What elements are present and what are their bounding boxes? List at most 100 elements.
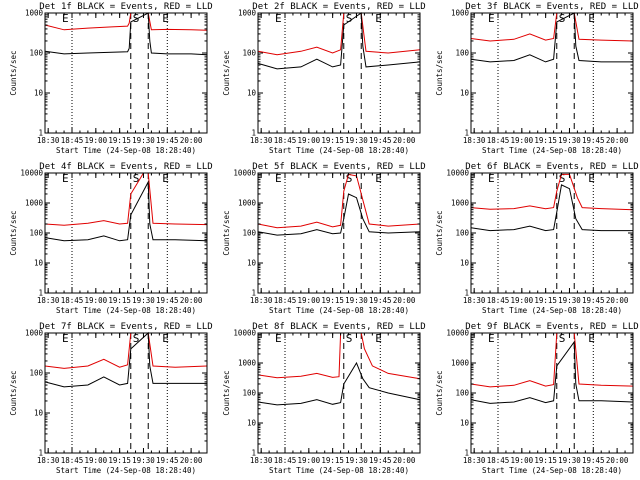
y-axis-label: Counts/sec: [435, 370, 444, 415]
y-tick-label: 100: [29, 49, 43, 58]
y-axis-label: Counts/sec: [222, 50, 231, 95]
y-tick-label: 1: [38, 449, 43, 458]
events-series-line: [44, 331, 207, 388]
marker-label-e: E: [375, 172, 382, 185]
x-tick-label: 18:45: [274, 136, 297, 145]
y-tick-label: 100: [455, 229, 469, 238]
y-tick-label: 10: [460, 89, 470, 98]
x-tick-label: 20:00: [180, 456, 203, 465]
x-tick-label: 19:30: [558, 136, 581, 145]
marker-label-s: S: [133, 12, 140, 25]
x-axis-label: Start Time (24-Sep-08 18:28:40): [269, 466, 409, 475]
marker-label-e: E: [275, 332, 282, 345]
x-tick-label: 19:00: [511, 456, 534, 465]
plot-frame: [257, 332, 421, 454]
panel-title: Det 7f BLACK = Events, RED = LLD: [39, 322, 212, 332]
x-tick-label: 18:30: [37, 296, 60, 305]
plot-frame: [470, 12, 634, 134]
marker-label-s: S: [133, 332, 140, 345]
x-axis-label: Start Time (24-Sep-08 18:28:40): [56, 306, 196, 315]
y-tick-label: 10: [247, 259, 257, 268]
x-tick-label: 20:00: [180, 136, 203, 145]
plot-frame: [44, 12, 208, 134]
plot-frame: [257, 12, 421, 134]
x-tick-label: 19:00: [298, 296, 321, 305]
marker-label-e: E: [588, 172, 595, 185]
x-tick-label: 19:15: [108, 296, 131, 305]
x-axis-label: Start Time (24-Sep-08 18:28:40): [269, 146, 409, 155]
y-tick-label: 100: [242, 49, 256, 58]
marker-label-s: S: [346, 12, 353, 25]
marker-label-s: S: [559, 12, 566, 25]
x-tick-label: 19:45: [369, 456, 392, 465]
x-tick-label: 19:15: [321, 456, 344, 465]
x-tick-label: 18:45: [487, 136, 510, 145]
x-tick-label: 19:45: [582, 296, 605, 305]
events-series-line: [257, 12, 421, 70]
x-tick-label: 19:30: [132, 296, 155, 305]
x-tick-label: 20:00: [180, 296, 203, 305]
plot-frame: [44, 172, 208, 294]
x-axis-label: Start Time (24-Sep-08 18:28:40): [482, 306, 622, 315]
x-tick-label: 19:15: [108, 136, 131, 145]
x-tick-label: 19:30: [132, 136, 155, 145]
y-tick-label: 10: [247, 89, 257, 98]
y-tick-label: 10: [34, 409, 44, 418]
marker-label-e: E: [275, 12, 282, 25]
marker-label-s: S: [346, 332, 353, 345]
y-tick-label: 10000: [446, 169, 469, 178]
x-tick-label: 18:45: [61, 136, 84, 145]
lld-series-line: [44, 12, 208, 31]
y-tick-label: 1000: [238, 9, 257, 18]
x-axis-label: Start Time (24-Sep-08 18:28:40): [56, 466, 196, 475]
y-axis-label: Counts/sec: [9, 210, 18, 255]
y-tick-label: 1000: [451, 9, 470, 18]
panel-title: Det 9f BLACK = Events, RED = LLD: [465, 322, 638, 332]
x-tick-label: 20:00: [393, 296, 416, 305]
marker-label-e: E: [488, 332, 495, 345]
y-tick-label: 100: [29, 369, 43, 378]
y-tick-label: 1000: [238, 199, 257, 208]
x-tick-label: 19:30: [558, 456, 581, 465]
y-tick-label: 1: [38, 289, 43, 298]
x-tick-label: 19:15: [321, 136, 344, 145]
plot-frame: [44, 332, 208, 454]
marker-label-e: E: [375, 332, 382, 345]
panel-title: Det 6f BLACK = Events, RED = LLD: [465, 162, 638, 172]
marker-label-s: S: [559, 332, 566, 345]
x-tick-label: 19:00: [511, 136, 534, 145]
events-series-line: [44, 12, 208, 56]
y-tick-label: 1: [251, 129, 256, 138]
marker-label-e: E: [162, 172, 169, 185]
x-tick-label: 18:30: [250, 136, 273, 145]
x-tick-label: 19:30: [345, 136, 368, 145]
y-tick-label: 10000: [446, 329, 469, 338]
y-tick-label: 1: [251, 449, 256, 458]
x-tick-label: 20:00: [393, 456, 416, 465]
x-axis-label: Start Time (24-Sep-08 18:28:40): [269, 306, 409, 315]
marker-label-e: E: [62, 12, 69, 25]
panel-title: Det 4f BLACK = Events, RED = LLD: [39, 162, 212, 172]
x-tick-label: 19:45: [582, 136, 605, 145]
lld-series-line: [257, 12, 421, 56]
x-tick-label: 19:15: [534, 136, 557, 145]
y-axis-label: Counts/sec: [222, 210, 231, 255]
marker-label-e: E: [162, 12, 169, 25]
x-tick-label: 18:30: [37, 456, 60, 465]
panel-title: Det 1f BLACK = Events, RED = LLD: [39, 2, 212, 12]
x-axis-label: Start Time (24-Sep-08 18:28:40): [482, 466, 622, 475]
x-tick-label: 18:30: [463, 136, 486, 145]
y-tick-label: 100: [242, 229, 256, 238]
x-tick-label: 19:45: [369, 296, 392, 305]
y-tick-label: 1: [38, 129, 43, 138]
marker-label-s: S: [133, 172, 140, 185]
x-tick-label: 19:15: [321, 296, 344, 305]
y-tick-label: 10: [460, 259, 470, 268]
x-tick-label: 19:15: [534, 456, 557, 465]
